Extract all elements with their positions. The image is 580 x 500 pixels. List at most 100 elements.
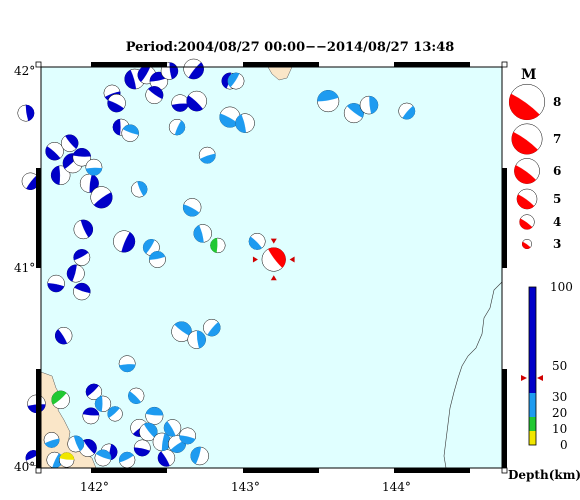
frame-tick-left: [36, 369, 41, 468]
magnitude-legend-symbol[interactable]: [508, 83, 546, 121]
event-marker[interactable]: [85, 158, 103, 176]
event-marker[interactable]: [198, 146, 216, 164]
event-marker[interactable]: [235, 113, 255, 133]
event-marker[interactable]: [187, 330, 206, 349]
event-marker[interactable]: [107, 93, 126, 113]
event-marker[interactable]: [145, 406, 164, 425]
frame-tick-right: [502, 168, 507, 268]
map-title: Period:2004/08/27 00:00−−2014/08/27 13:4…: [125, 40, 455, 55]
depth-tick-50: 50: [552, 359, 567, 373]
event-marker[interactable]: [59, 452, 75, 468]
event-marker[interactable]: [210, 237, 226, 254]
magnitude-legend-label: 3: [553, 237, 561, 251]
event-marker[interactable]: [73, 249, 91, 266]
depth-bar-shallowest: [529, 431, 536, 445]
event-marker[interactable]: [50, 165, 71, 186]
event-marker[interactable]: [139, 422, 158, 442]
highlight-marker-arrow: [270, 275, 277, 281]
event-marker[interactable]: [131, 181, 148, 198]
frame-tick-top: [91, 62, 167, 67]
event-marker[interactable]: [47, 274, 65, 293]
event-marker[interactable]: [113, 230, 136, 253]
magnitude-legend-title: M: [521, 67, 537, 83]
highlight-marker-arrow: [252, 256, 258, 263]
event-marker[interactable]: [227, 72, 245, 90]
event-marker[interactable]: [148, 251, 166, 268]
event-marker[interactable]: [73, 219, 94, 240]
lat-label-40: 40°: [14, 460, 35, 474]
event-marker[interactable]: [171, 321, 192, 342]
event-marker[interactable]: [54, 326, 73, 345]
event-marker[interactable]: [190, 446, 209, 466]
magnitude-legend-symbol[interactable]: [516, 188, 538, 210]
event-marker[interactable]: [90, 186, 113, 209]
event-marker[interactable]: [17, 104, 35, 122]
lat-label-41: 41°: [14, 261, 35, 275]
event-marker[interactable]: [72, 148, 92, 167]
event-marker[interactable]: [121, 124, 139, 142]
event-marker[interactable]: [152, 432, 172, 452]
event-marker[interactable]: [145, 86, 164, 105]
event-marker[interactable]: [66, 264, 85, 283]
event-marker[interactable]: [157, 449, 176, 467]
frame-tick-left: [36, 168, 41, 268]
event-marker[interactable]: [248, 233, 266, 250]
event-marker[interactable]: [118, 355, 136, 373]
event-marker[interactable]: [168, 118, 186, 136]
magnitude-legend-label: 5: [553, 192, 561, 206]
event-marker[interactable]: [186, 90, 207, 112]
lon-label-142: 142°: [80, 480, 109, 494]
event-marker[interactable]: [128, 387, 145, 404]
event-marker[interactable]: [171, 94, 189, 112]
magnitude-legend-symbol[interactable]: [521, 238, 533, 250]
magnitude-legend-label: 7: [553, 132, 561, 146]
event-marker[interactable]: [73, 282, 91, 301]
frame-tick-top: [394, 62, 470, 67]
depth-tick-100: 100: [550, 280, 573, 294]
event-marker[interactable]: [82, 407, 100, 425]
event-marker[interactable]: [219, 106, 241, 128]
event-marker[interactable]: [118, 451, 136, 469]
event-marker[interactable]: [94, 449, 112, 467]
magnitude-legend-symbol[interactable]: [511, 123, 543, 155]
magnitude-legend-label: 4: [553, 215, 561, 229]
magnitude-legend-symbol[interactable]: [514, 158, 540, 184]
event-marker[interactable]: [45, 142, 64, 161]
depth-bar-deep: [529, 287, 536, 393]
depth-tick-30: 30: [552, 390, 567, 404]
event-marker[interactable]: [343, 103, 364, 124]
magnitude-legend-label: 8: [553, 95, 561, 109]
event-marker[interactable]: [94, 395, 112, 413]
event-marker[interactable]: [43, 432, 60, 448]
event-marker[interactable]: [67, 435, 85, 453]
depth-colorbar: [521, 286, 543, 446]
frame-corner: [501, 61, 508, 68]
magnitude-legend-symbol[interactable]: [519, 214, 535, 230]
event-marker[interactable]: [193, 224, 212, 243]
event-marker[interactable]: [163, 419, 182, 437]
event-marker[interactable]: [183, 58, 204, 80]
event-marker[interactable]: [133, 439, 151, 457]
depth-indicator-right: [537, 375, 543, 381]
event-marker[interactable]: [61, 134, 79, 152]
event-marker[interactable]: [107, 406, 123, 422]
event-marker[interactable]: [398, 102, 416, 120]
map-frame: [35, 61, 508, 474]
event-marker[interactable]: [261, 247, 286, 272]
event-marker[interactable]: [179, 427, 197, 445]
event-marker[interactable]: [317, 90, 340, 113]
magnitude-legend-label: 6: [553, 164, 561, 178]
highlight-marker-arrow: [289, 256, 295, 263]
event-marker[interactable]: [359, 95, 379, 115]
depth-bar-mid: [529, 393, 536, 417]
frame-tick-bottom: [394, 468, 470, 473]
depth-indicator-left: [521, 375, 527, 381]
event-markers: [17, 58, 416, 469]
event-marker[interactable]: [203, 318, 221, 337]
event-marker[interactable]: [182, 198, 202, 217]
lon-label-144: 144°: [382, 480, 411, 494]
event-marker[interactable]: [51, 390, 70, 410]
event-marker[interactable]: [85, 383, 103, 400]
depth-tick-0: 0: [560, 438, 568, 452]
